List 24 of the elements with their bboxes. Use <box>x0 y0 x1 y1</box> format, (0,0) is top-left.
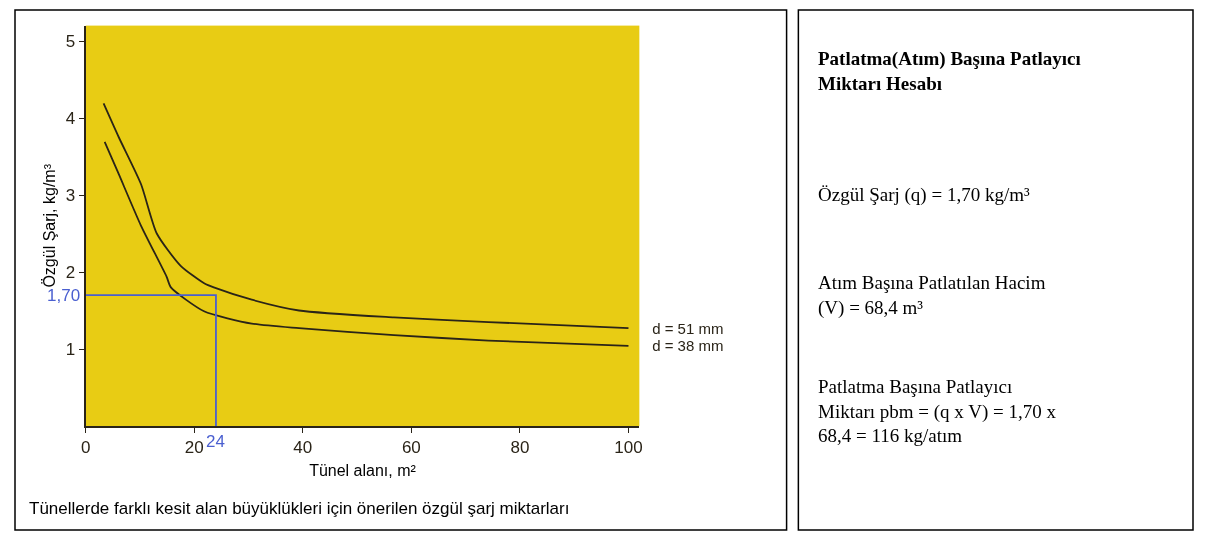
x-axis-title: Tünel alanı, m² <box>309 461 417 479</box>
y-tick-label: 5 <box>65 31 76 51</box>
x-tick-label: 80 <box>510 438 530 458</box>
y-axis-title: Özgül Şarj, kg/m³ <box>41 163 59 288</box>
y-tick-label: 3 <box>65 185 76 205</box>
line-series <box>103 140 630 347</box>
x-tick-label: 20 <box>184 438 204 458</box>
annotation: 1,70 <box>47 286 81 305</box>
x-tick-label: 0 <box>80 438 91 458</box>
x-tick-label: 40 <box>293 438 313 458</box>
series-label: d = 38 mm <box>648 337 724 354</box>
text: Tünellerde farklı kesit alan büyüklükleri için önerilen özgül şarj miktarları <box>29 499 570 518</box>
y-tick-label: 4 <box>65 108 76 128</box>
y-tick-label: 2 <box>65 262 76 282</box>
y-tick-label: 1 <box>65 339 76 359</box>
text: Özgül Şarj (q) = 1,70 kg/m³ <box>818 184 1030 206</box>
text: Patlatma(Atım) Başına Patlayıcı Miktarı Hesabı <box>818 48 1081 94</box>
x-tick-label: 100 <box>614 438 643 458</box>
x-tick-label: 60 <box>401 438 421 458</box>
series-label: d = 51 mm <box>648 320 724 337</box>
text: Patlatma Başına Patlayıcı Miktarı pbm = (q x V) = 1,70 x 68,4 = 116 kg/atım <box>818 376 1057 447</box>
line-series <box>102 102 630 330</box>
text: Atım Başına Patlatılan Hacim (V) = 68,4 m³ <box>818 272 1046 319</box>
annotation: 24 <box>206 432 225 451</box>
